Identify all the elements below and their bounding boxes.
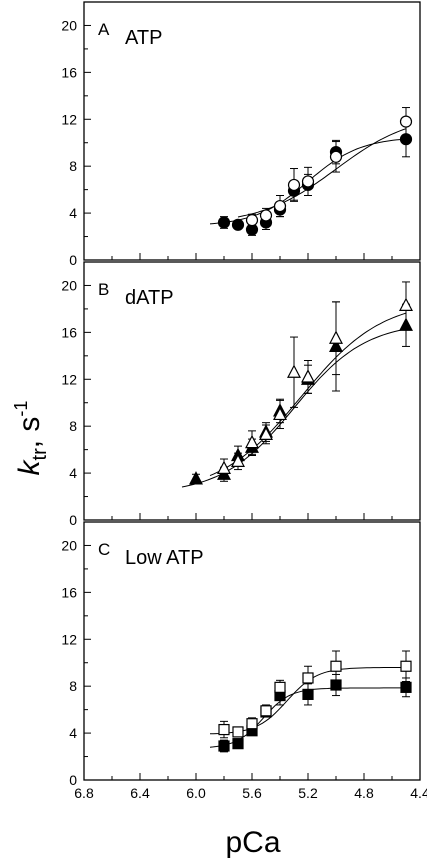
data-point xyxy=(232,726,244,738)
y-tick-label: 20 xyxy=(61,277,77,293)
data-point xyxy=(189,471,203,485)
x-tick-label: 6.4 xyxy=(130,785,150,801)
panel-title: Low ATP xyxy=(125,547,204,569)
data-point xyxy=(329,150,343,163)
x-tick-label: 6.0 xyxy=(186,785,206,801)
svg-text:ktr, s-1: ktr, s-1 xyxy=(11,401,51,476)
y-tick-label: 20 xyxy=(61,537,77,553)
y-tick-label: 8 xyxy=(69,678,77,694)
data-point xyxy=(301,369,315,383)
data-point xyxy=(260,705,272,717)
data-point xyxy=(287,178,301,192)
panel-c: 0 4 8 12 16 20 6.8 6.4 6.0 5.6 5.2 4.8 4.4 C Low ATP xyxy=(61,521,427,801)
data-point xyxy=(399,297,413,311)
y-tick-label: 4 xyxy=(69,725,77,741)
y-tick-label: 16 xyxy=(61,64,77,80)
data-point xyxy=(301,175,315,188)
data-point xyxy=(287,364,301,378)
y-axis-title-unit: , s xyxy=(13,417,46,449)
x-tick-label: 6.8 xyxy=(74,785,94,801)
data-point xyxy=(218,723,230,736)
data-point xyxy=(259,209,273,222)
x-tick-label: 4.8 xyxy=(354,785,374,801)
panel-title: dATP xyxy=(125,287,174,309)
y-axis-title-superscript: -1 xyxy=(11,401,31,417)
data-point xyxy=(329,330,343,344)
y-axis-title-subscript: tr xyxy=(29,448,51,461)
panel-letter: B xyxy=(98,280,109,299)
y-tick-label: 16 xyxy=(61,324,77,340)
data-point xyxy=(400,681,412,693)
data-point xyxy=(273,199,287,213)
panel-a: 0 4 8 12 16 20 A ATP xyxy=(61,1,421,268)
panel-letter: A xyxy=(98,20,110,39)
data-point xyxy=(217,216,231,229)
y-tick-label: 4 xyxy=(69,205,77,221)
x-axis-title: pCa xyxy=(225,826,280,859)
fit-curve xyxy=(181,328,407,488)
data-point xyxy=(302,672,314,684)
y-tick-label: 0 xyxy=(69,512,77,528)
data-point xyxy=(245,214,259,227)
data-point xyxy=(399,115,413,128)
y-tick-label: 16 xyxy=(61,584,77,600)
y-tick-label: 12 xyxy=(61,371,77,387)
data-point xyxy=(274,681,286,693)
data-point xyxy=(232,738,244,750)
data-point xyxy=(246,718,258,730)
x-tick-label: 5.6 xyxy=(242,785,262,801)
y-tick-label: 20 xyxy=(61,17,77,33)
data-point xyxy=(217,460,231,474)
y-tick-label: 8 xyxy=(69,418,77,434)
panel-letter: C xyxy=(98,540,110,559)
data-point xyxy=(400,660,412,672)
data-point xyxy=(231,218,245,231)
data-point xyxy=(259,426,273,440)
y-tick-label: 12 xyxy=(61,111,77,127)
data-point xyxy=(302,688,314,700)
data-point xyxy=(231,453,245,467)
y-tick-label: 12 xyxy=(61,631,77,647)
x-tick-label: 4.4 xyxy=(410,785,427,801)
y-axis-title-main: k xyxy=(13,458,46,475)
x-tick-label: 5.2 xyxy=(298,785,318,801)
data-point xyxy=(330,660,342,672)
panel-title: ATP xyxy=(125,27,162,49)
y-tick-label: 4 xyxy=(69,465,77,481)
y-tick-label: 0 xyxy=(69,772,77,788)
data-point xyxy=(218,740,230,752)
y-tick-label: 8 xyxy=(69,158,77,174)
y-tick-label: 0 xyxy=(69,252,77,268)
data-point xyxy=(245,434,259,449)
data-point xyxy=(273,406,287,421)
y-axis-title: ktr, s-1 xyxy=(11,401,51,476)
